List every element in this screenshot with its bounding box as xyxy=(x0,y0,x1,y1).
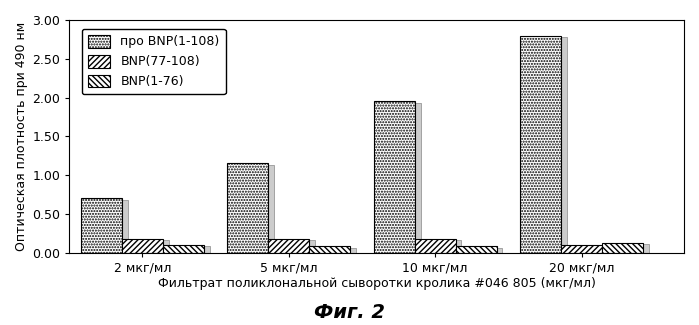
Bar xyxy=(163,245,204,253)
X-axis label: Фильтрат поликлональной сыворотки кролика #046 805 (мкг/мл): Фильтрат поликлональной сыворотки кролик… xyxy=(158,278,596,291)
Legend: про BNP(1-108), BNP(77-108), BNP(1-76): про BNP(1-108), BNP(77-108), BNP(1-76) xyxy=(82,29,226,95)
Bar xyxy=(567,246,608,254)
Bar xyxy=(227,163,268,253)
Bar xyxy=(268,239,309,253)
Bar xyxy=(421,240,461,254)
Bar xyxy=(315,248,356,254)
Bar xyxy=(168,246,210,254)
Bar xyxy=(602,242,643,253)
Bar xyxy=(520,35,561,253)
Bar xyxy=(561,245,602,253)
Text: Фиг. 2: Фиг. 2 xyxy=(314,303,385,322)
Bar xyxy=(380,103,421,254)
Bar xyxy=(309,246,350,253)
Bar xyxy=(128,240,168,254)
Bar xyxy=(122,239,163,253)
Bar xyxy=(608,244,649,254)
Bar xyxy=(81,198,122,253)
Bar xyxy=(415,239,456,253)
Bar xyxy=(274,240,315,254)
Bar xyxy=(526,37,567,254)
Bar xyxy=(87,200,128,254)
Bar xyxy=(374,101,415,253)
Bar xyxy=(461,248,503,254)
Bar xyxy=(233,165,274,254)
Bar xyxy=(456,246,496,253)
Y-axis label: Оптическая плотность при 490 нм: Оптическая плотность при 490 нм xyxy=(15,22,28,251)
